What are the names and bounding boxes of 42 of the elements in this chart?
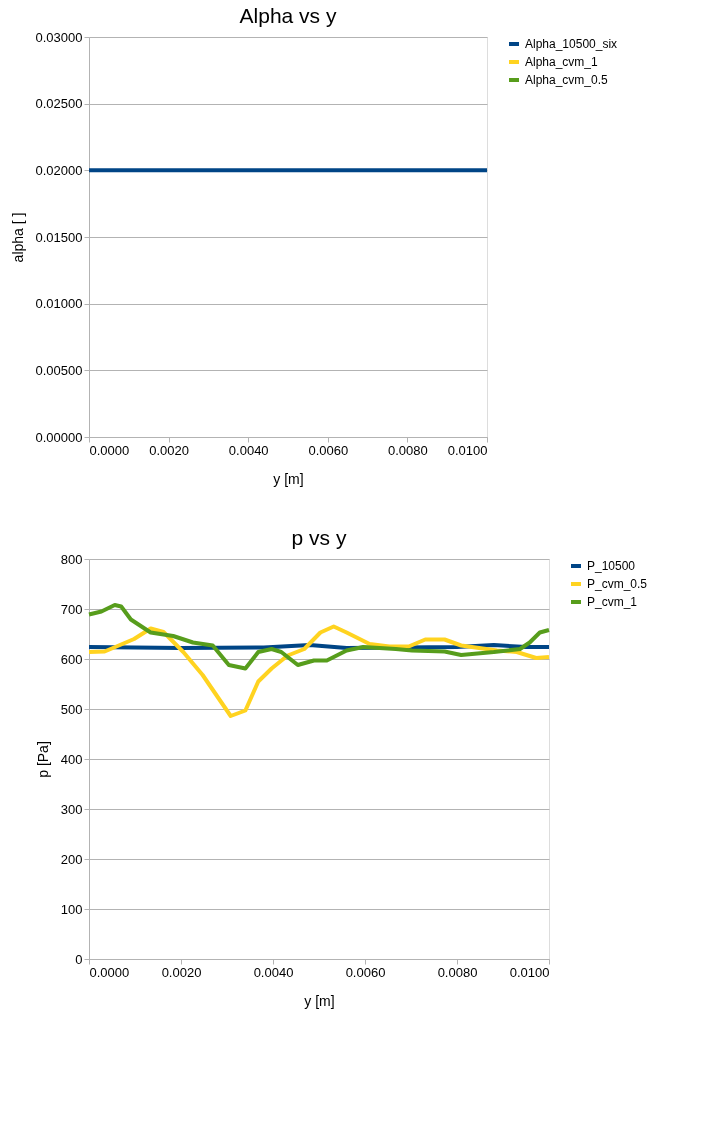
chart-title: Alpha vs y — [239, 4, 337, 27]
x-tick-label: 0.0060 — [308, 442, 349, 458]
y-axis-title: p [Pa] — [34, 741, 51, 778]
legend-label: P_cvm_0.5 — [587, 577, 648, 591]
legend-label: P_cvm_1 — [587, 595, 638, 609]
y-tick-label: 100 — [60, 901, 83, 917]
y-tick-label: 200 — [60, 851, 83, 867]
x-tick-label: 0.0000 — [89, 964, 130, 980]
chart-title: p vs y — [291, 526, 347, 549]
y-tick-label: 500 — [60, 701, 83, 717]
y-tick-label: 0.01000 — [35, 296, 83, 312]
legend-label: Alpha_10500_six — [525, 37, 618, 51]
x-axis-title: y [m] — [304, 992, 335, 1009]
x-tick-label: 0.0080 — [388, 442, 428, 458]
y-tick-label: 0.01500 — [35, 229, 83, 245]
x-tick-label: 0.0020 — [161, 964, 202, 980]
y-tick-label: 0.02500 — [35, 96, 83, 112]
line-series — [87, 624, 551, 718]
legend-label: Alpha_cvm_1 — [525, 55, 599, 69]
line-series — [87, 603, 551, 671]
y-tick-label: 300 — [60, 801, 83, 817]
x-tick-label: 0.0020 — [149, 442, 189, 458]
x-axis-title: y [m] — [273, 470, 304, 487]
y-axis-title: alpha [ ] — [9, 212, 26, 263]
x-tick-label: 0.0060 — [345, 964, 386, 980]
legend-label: P_10500 — [587, 559, 636, 573]
x-tick-label: 0.0040 — [228, 442, 269, 458]
y-tick-label: 600 — [60, 651, 83, 667]
x-tick-label: 0.0040 — [253, 964, 294, 980]
y-tick-label: 0.00500 — [35, 362, 83, 378]
y-tick-label: 0 — [75, 951, 83, 967]
x-tick-label: 0.0000 — [89, 442, 130, 458]
y-tick-label: 0.02000 — [35, 162, 83, 178]
y-tick-label: 0.00000 — [35, 429, 83, 445]
y-tick-label: 0.03000 — [35, 29, 83, 45]
y-tick-label: 700 — [60, 601, 83, 617]
x-tick-label: 0.0100 — [509, 964, 550, 980]
y-tick-label: 400 — [60, 751, 83, 767]
x-tick-label: 0.0100 — [447, 442, 488, 458]
x-tick-label: 0.0080 — [437, 964, 478, 980]
legend-label: Alpha_cvm_0.5 — [525, 73, 609, 87]
y-tick-label: 800 — [60, 551, 83, 567]
